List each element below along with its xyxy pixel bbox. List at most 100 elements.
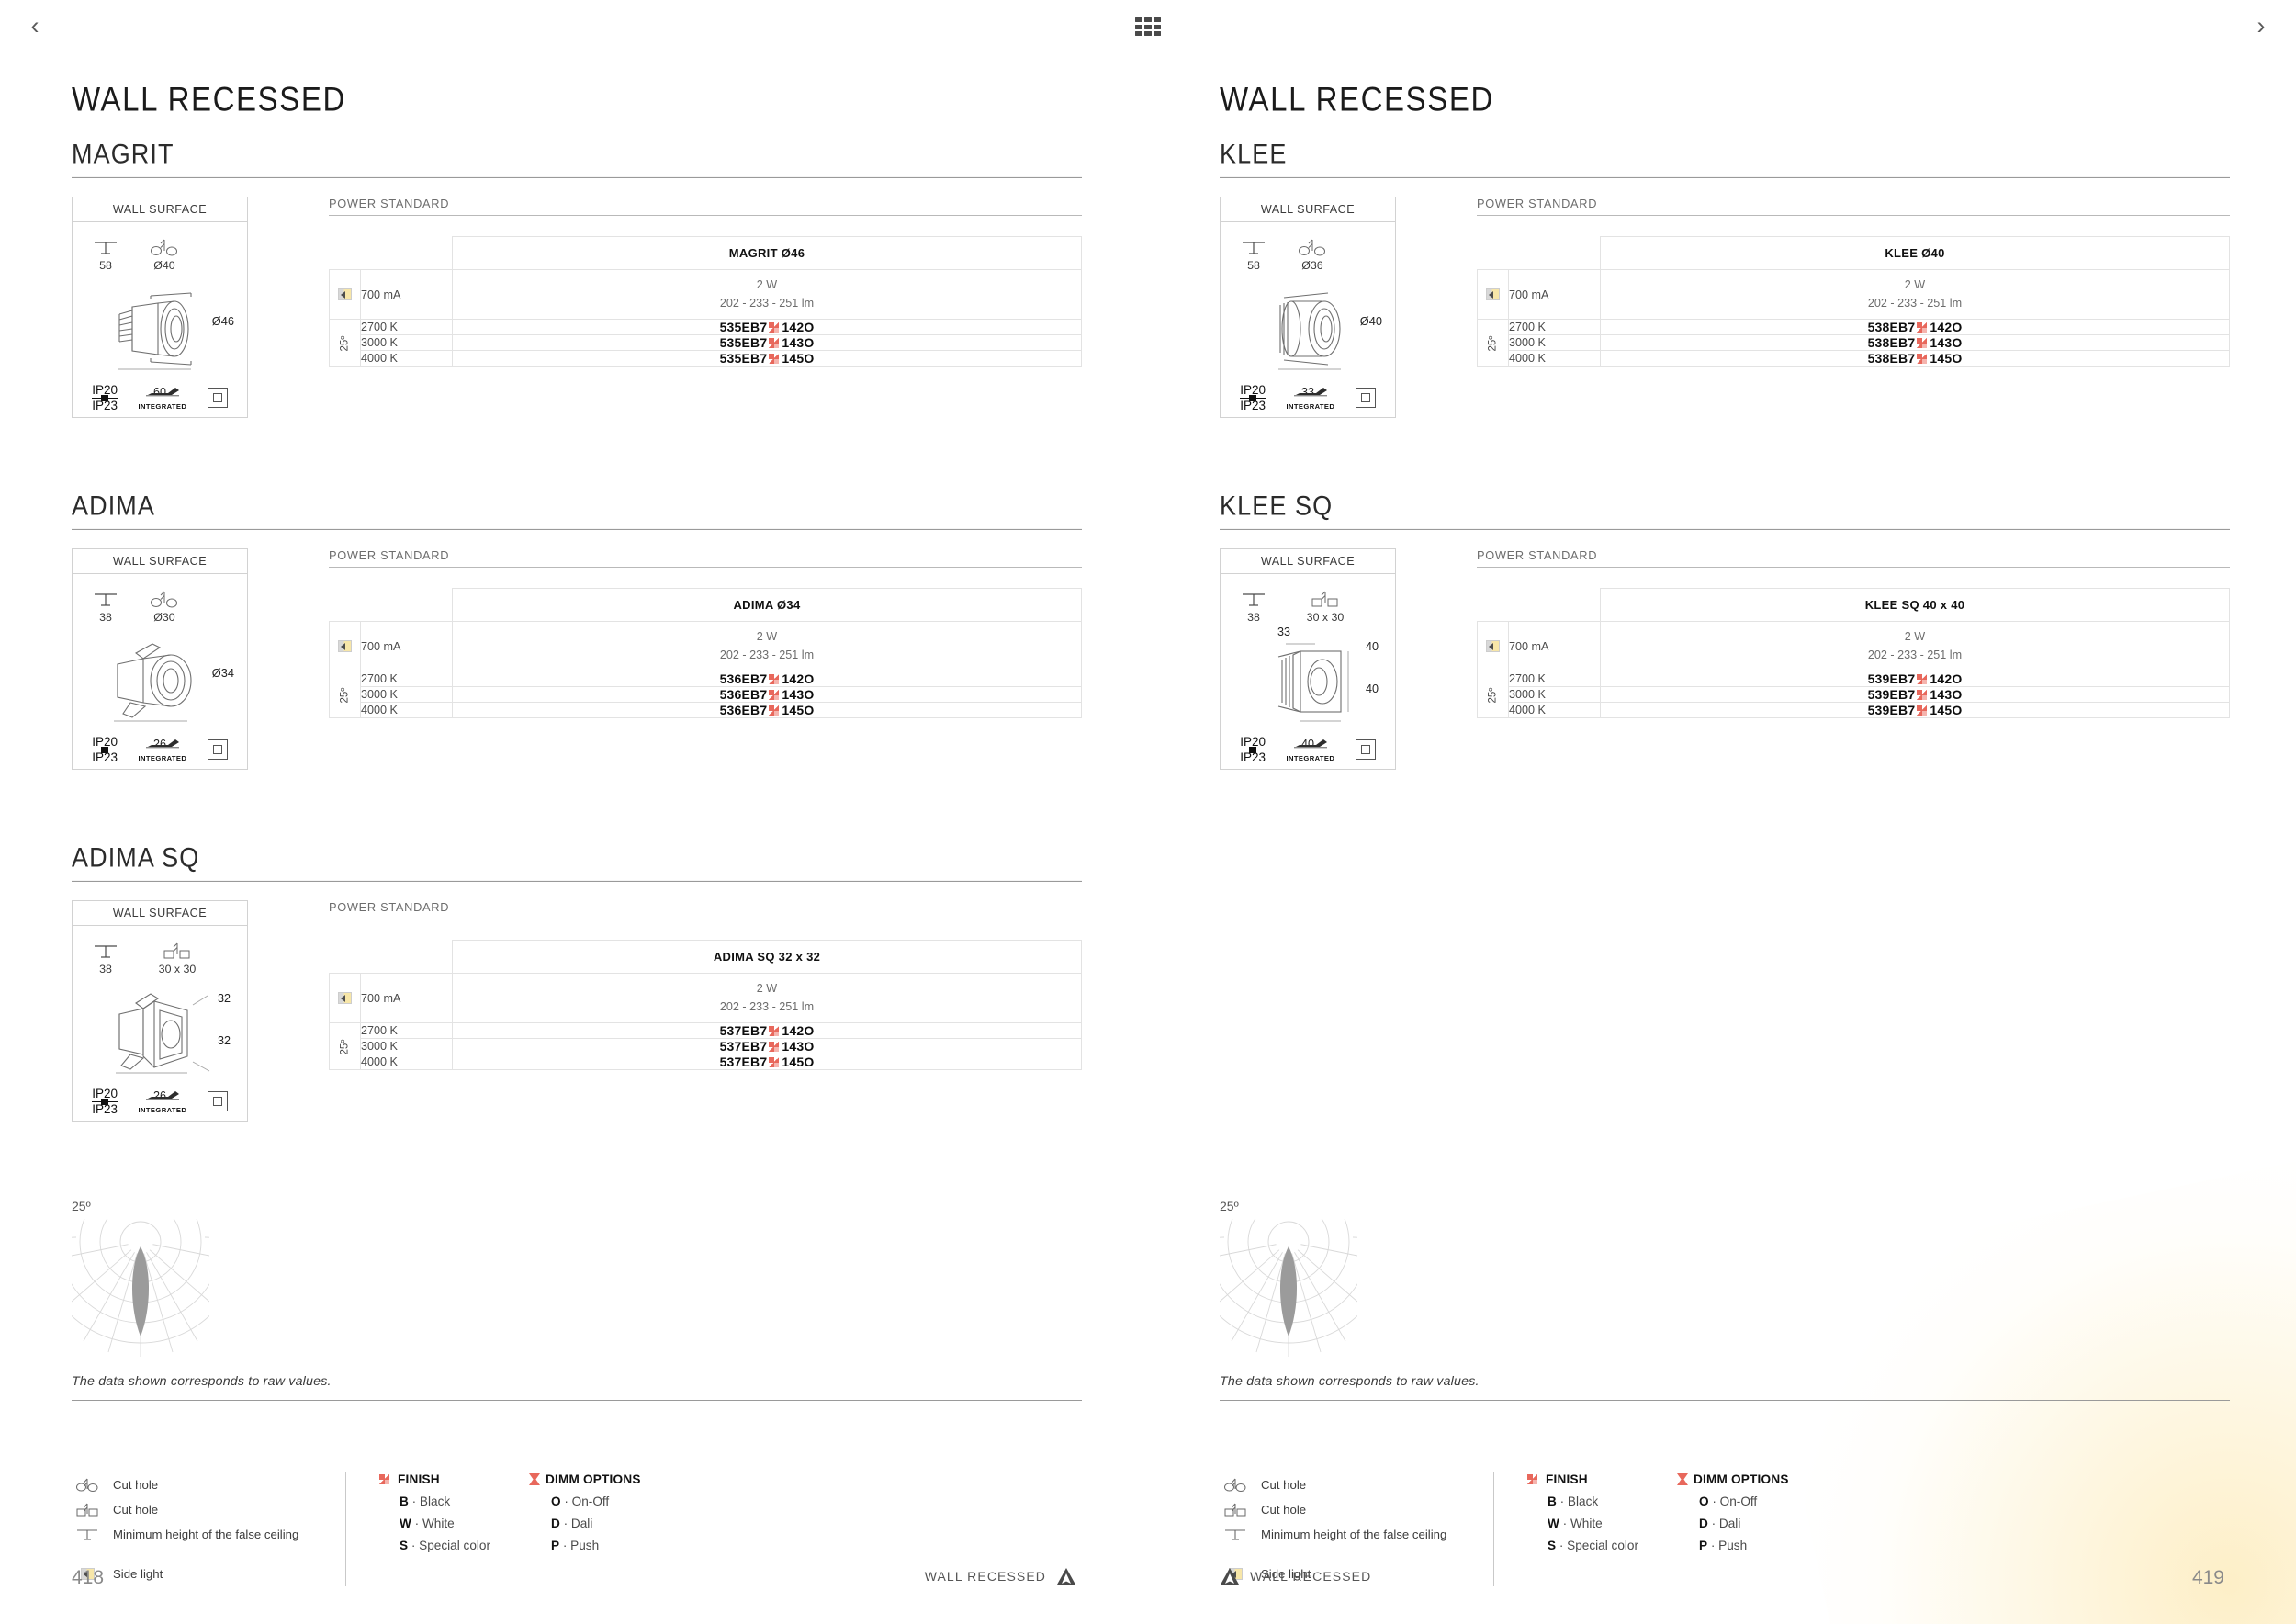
dimension-main-2: 40 (1365, 682, 1379, 695)
false-ceiling-height-icon (1233, 585, 1274, 609)
next-page-button[interactable]: › (2257, 12, 2266, 39)
product-body: WALL SURFACE 38 Ø30 (72, 548, 1082, 770)
legend-divider (1493, 1472, 1494, 1586)
dimm-icon (1677, 1473, 1688, 1485)
side-light-icon (338, 640, 352, 652)
table-row: 4000 K 535EB7 145O (330, 350, 1082, 367)
table-row-power: 700 mA 2 W 202 - 233 - 251 lm (329, 973, 1082, 1023)
legend-finish-right: FINISH B · Black W · White S · Special c… (1525, 1472, 1677, 1586)
integrated-label: INTEGRATED (1286, 402, 1335, 411)
spec-card: WALL SURFACE 58 Ø40 (72, 197, 248, 418)
finish-label: Special color (419, 1539, 490, 1552)
finish-icon (769, 674, 780, 684)
finish-icon (1917, 705, 1928, 716)
wattage: 2 W (756, 629, 778, 643)
legend-row-side-light: Side light (1220, 1562, 1486, 1586)
current-label: 700 mA (360, 269, 453, 320)
finish-label: Black (1567, 1494, 1599, 1508)
cct-label: 4000 K (360, 702, 453, 718)
card-body: 58 Ø36 Ø40 33 (1221, 222, 1395, 417)
grid-cell (1154, 31, 1161, 36)
beam-angle-cell: 25º (329, 319, 361, 367)
beam-angle-value: 25º (339, 1039, 351, 1055)
finish-option: W · White (400, 1517, 455, 1530)
false-ceiling-height-block: 38 (85, 585, 126, 626)
product-code-cell: 536EB7 145O (452, 702, 1082, 718)
grid-cell (1135, 24, 1142, 29)
class-2-icon (1355, 388, 1376, 408)
finish-icon (769, 354, 780, 364)
ceiling-height-value: 38 (99, 611, 112, 624)
grid-cell (1135, 17, 1142, 22)
ip-bottom: IP23 (1240, 398, 1266, 412)
card-footer-icons: IP20 IP23 INTEGRATED (1221, 378, 1395, 417)
dimm-option: O · On-Off (1699, 1494, 1758, 1508)
header-spacer (330, 589, 361, 622)
grid-3x3-icon[interactable] (1135, 17, 1161, 36)
product-drawing (73, 279, 247, 382)
polar-diagram (11, 1140, 1082, 1367)
card-heading: WALL SURFACE (73, 901, 247, 926)
card-footer-icons: IP20 IP23 INTEGRATED (1221, 730, 1395, 769)
integrated-driver-icon (1293, 388, 1327, 397)
photometric-area-right: 25º (1159, 1140, 2230, 1401)
legend-label: Side light (113, 1567, 163, 1581)
cct-label: 3000 K (360, 334, 453, 351)
page-419: KLEE WALL SURFACE 58 Ø36 (1148, 51, 2296, 1624)
table-row: 3000 K 537EB7 143O (330, 1038, 1082, 1054)
card-heading: WALL SURFACE (73, 197, 247, 222)
beam-angle-value: 25º (1487, 687, 1499, 704)
spec-table: KLEE SQ 40 x 40 700 mA 2 W 202 - 233 - 25… (1477, 588, 2230, 718)
spec-card: WALL SURFACE 58 Ø36 (1220, 197, 1396, 418)
integrated-driver-icon (145, 739, 179, 749)
cct-label: 2700 K (360, 671, 453, 687)
cut-hole-square-icon (72, 1502, 103, 1517)
spec-card: WALL SURFACE 38 Ø30 (72, 548, 248, 770)
beam-angle-cell: 25º (329, 671, 361, 718)
table-row: 25º 2700 K 535EB7 142O (329, 319, 1082, 367)
false-ceiling-height-block: 38 (85, 937, 126, 977)
finish-icon (1917, 674, 1928, 684)
power-output-cell: 2 W 202 - 233 - 251 lm (452, 269, 1082, 320)
dimm-label: Push (1718, 1539, 1748, 1552)
dimm-title: DIMM OPTIONS (546, 1472, 641, 1486)
side-light-cell (329, 973, 361, 1023)
lumen-output: 202 - 233 - 251 lm (719, 648, 815, 661)
cut-hole-value: Ø40 (153, 259, 175, 272)
legend-divider (345, 1472, 346, 1586)
data-note-right: The data shown corresponds to raw values… (1220, 1374, 2230, 1401)
dimm-code: P (1699, 1539, 1708, 1552)
power-output-cell: 2 W 202 - 233 - 251 lm (1600, 269, 2230, 320)
column-header: ADIMA Ø34 (452, 588, 1082, 622)
current-label: 700 mA (360, 973, 453, 1023)
dimm-option: D · Dali (551, 1517, 593, 1530)
ip-bottom: IP23 (92, 398, 118, 412)
dimm-label: On-Off (1719, 1494, 1758, 1508)
lumen-output: 202 - 233 - 251 lm (1867, 296, 1963, 310)
brand-triangle-icon (1221, 1568, 1239, 1585)
cut-hole-value: Ø36 (1301, 259, 1323, 272)
ip-rating-badge: IP20 IP23 (92, 735, 118, 764)
spec-table: KLEE Ø40 700 mA 2 W 202 - 233 - 251 lm 25… (1477, 236, 2230, 367)
integrated-driver-icon (145, 1091, 179, 1100)
ceiling-height-value: 38 (99, 963, 112, 976)
finish-icon (769, 1026, 780, 1036)
table-row-power: 700 mA 2 W 202 - 233 - 251 lm (329, 621, 1082, 671)
cct-label: 4000 K (360, 1054, 453, 1070)
side-light-icon (72, 1568, 103, 1580)
ip-divider (92, 394, 118, 401)
legend-label: Cut hole (1261, 1478, 1307, 1492)
dimm-option: P · Push (1699, 1539, 1748, 1552)
dimm-code: P (551, 1539, 560, 1552)
table-header-row: ADIMA SQ 32 x 32 (330, 940, 1082, 974)
current-label: 700 mA (360, 621, 453, 671)
legend-row-cut-hole-round: Cut hole (1220, 1472, 1486, 1497)
side-light-cell (1477, 269, 1509, 320)
product-code-cell: 539EB7 143O (1600, 686, 2230, 703)
integrated-label: INTEGRATED (138, 402, 187, 411)
dimm-label: Dali (570, 1517, 593, 1530)
ip-top: IP20 (1240, 382, 1266, 397)
previous-page-button[interactable]: ‹ (30, 12, 39, 39)
table-row: 25º 2700 K 539EB7 142O (1477, 671, 2230, 718)
footer-tag-right: WALL RECESSED (1220, 1567, 1371, 1585)
